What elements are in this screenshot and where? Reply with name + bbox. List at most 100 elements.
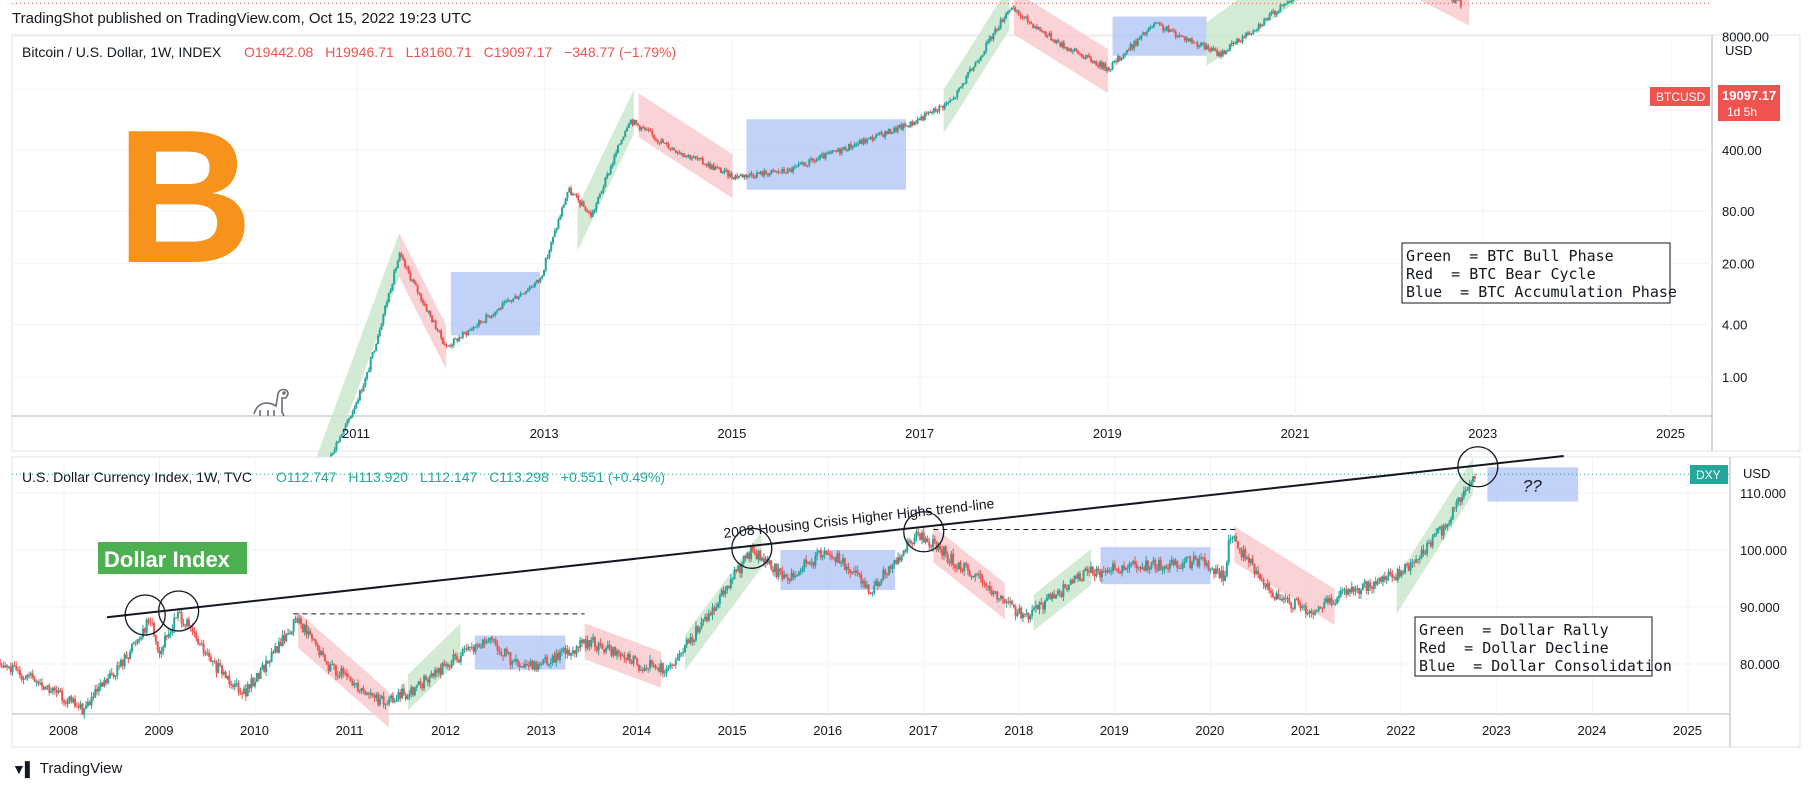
dxy-legend-box: Green = Dollar Rally Red = Dollar Declin… [1414, 616, 1672, 677]
btc-candle [875, 133, 878, 139]
btc-candle [680, 151, 683, 156]
btc-candle [562, 203, 565, 208]
btc-candle [741, 173, 744, 178]
dxy-candle [432, 672, 435, 679]
dxy-candle [322, 647, 325, 657]
btc-candle [449, 343, 452, 348]
btc-candle [541, 274, 544, 280]
btc-candle [1288, 0, 1291, 4]
dxy-candle [1468, 479, 1471, 494]
btc-candle [443, 341, 446, 346]
dxy-candle [503, 648, 506, 658]
btc-candle [848, 143, 851, 152]
dxy-candle [1356, 584, 1359, 594]
btc-price-badge [1718, 85, 1780, 121]
btc-candle [889, 128, 892, 135]
btc-candle [1129, 42, 1132, 51]
dxy-candle [15, 661, 18, 672]
btc-candle [633, 119, 636, 126]
dxy-candle [621, 652, 624, 657]
dxy-candle [507, 651, 510, 656]
dxy-candle [1214, 564, 1217, 578]
tradingview-brand[interactable]: ▼▌ TradingView [12, 760, 122, 777]
dxy-candle [118, 661, 121, 671]
dxy-candle [1325, 595, 1328, 604]
dxy-candle [151, 617, 154, 627]
btc-candle [1014, 5, 1017, 13]
dxy-candle [1304, 602, 1307, 619]
dxy-candle [1218, 567, 1221, 579]
btc-candle [746, 175, 749, 179]
dxy-candle [1148, 565, 1151, 575]
dxy-candle [340, 665, 343, 680]
dxy-candle [344, 669, 347, 676]
dxy-currency-label: USD [1743, 466, 1770, 481]
btc-candle [974, 61, 977, 68]
dxy-candle [647, 667, 650, 673]
dxy-candle [1156, 563, 1159, 574]
btc-candle [1181, 35, 1184, 38]
dxy-zone-green-7 [1033, 549, 1091, 631]
btc-candle [1075, 48, 1078, 53]
btc-candle [1077, 50, 1080, 55]
dxy-candle [1143, 565, 1146, 572]
btc-candle [701, 156, 704, 166]
btc-candle [857, 141, 860, 147]
dxy-candle [55, 686, 58, 698]
dxy-candle [360, 687, 363, 695]
btc-zone-green-0 [314, 233, 400, 506]
dxy-candle [311, 633, 314, 643]
dxy-candle [689, 632, 692, 646]
btc-candle [1095, 60, 1098, 66]
btc-candle [653, 134, 656, 141]
dxy-candle [999, 594, 1002, 601]
dxy-high-circle-0 [124, 594, 166, 636]
btc-candle [452, 337, 455, 348]
dxy-candle [443, 659, 446, 667]
dxy-candle [1262, 577, 1265, 589]
dxy-candle [1446, 523, 1449, 531]
dxy-candle [33, 675, 36, 682]
btc-x-tick-2023: 2023 [1468, 426, 1497, 441]
btc-candle [665, 141, 668, 147]
dxy-candle [1010, 599, 1013, 606]
dxy-candle [325, 660, 328, 666]
dxy-candle [1400, 570, 1403, 578]
dxy-candle [1359, 588, 1362, 599]
dxy-candle [542, 658, 545, 665]
btc-candle [1236, 37, 1239, 46]
dxy-candle [35, 679, 38, 687]
dxy-candle [169, 628, 172, 639]
dxy-candle [1111, 560, 1114, 574]
btc-candle [1178, 32, 1181, 39]
dxy-x-tick-2013: 2013 [527, 723, 556, 738]
dxy-candle [1312, 609, 1315, 620]
dxy-candle [656, 666, 659, 671]
btc-candle [709, 161, 712, 170]
dxy-candle [768, 559, 771, 566]
btc-candle [911, 119, 914, 127]
btc-candle [604, 176, 607, 188]
dxy-pane[interactable]: ?? 2008 Housing Crisis Higher Highs tren… [0, 446, 1801, 748]
btc-candle [945, 101, 948, 107]
dxy-candle [424, 674, 427, 681]
dxy-candle [562, 646, 565, 654]
dxy-candle [1053, 589, 1056, 599]
dxy-candle [1242, 545, 1245, 562]
dxy-candle [239, 687, 242, 696]
dxy-candle [72, 696, 75, 704]
dxy-candle [1168, 559, 1171, 573]
btc-pane[interactable]: ?? 2011201320152017201920212023202540000… [11, 0, 1801, 506]
btc-candle [564, 197, 567, 206]
dxy-candle [114, 674, 117, 681]
btc-candle [871, 134, 874, 143]
btc-candle [505, 299, 508, 304]
btc-candle [932, 108, 935, 115]
btc-candle [768, 172, 771, 178]
dxy-candle [1332, 599, 1335, 605]
btc-candle [959, 86, 962, 89]
btc-candle [420, 293, 423, 303]
dxy-candle [85, 701, 88, 710]
btc-candle [692, 154, 695, 159]
